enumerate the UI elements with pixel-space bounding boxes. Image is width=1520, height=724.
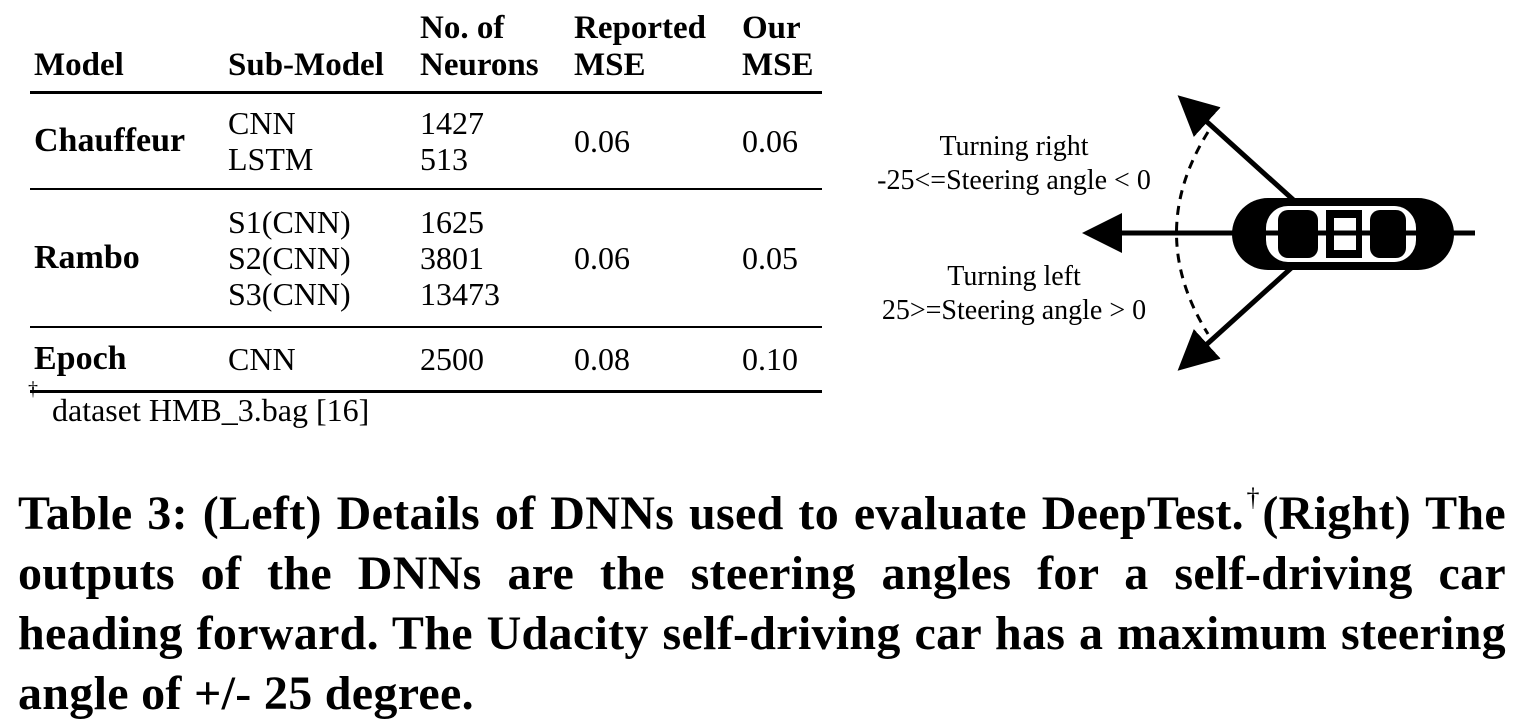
header-our-mse: Our MSE [742,10,814,83]
steering-angle-diagram: Turning right -25<=Steering angle < 0 Tu… [840,80,1500,380]
cell-neurons: 1427 513 [420,105,484,177]
cell-our-mse: 0.10 [742,341,798,377]
cell-neurons: 2500 [420,341,484,377]
table-row: Rambo S1(CNN) S2(CNN) S3(CNN) 1625 3801 1347… [30,189,822,327]
cell-reported-mse: 0.06 [574,240,630,276]
cell-reported-mse: 0.06 [574,123,630,159]
cell-model: Epoch [34,340,127,377]
header-model: Model [34,47,124,83]
header-reported-mse: Reported MSE [574,10,706,83]
cell-our-mse: 0.05 [742,240,798,276]
cell-reported-mse: 0.08 [574,341,630,377]
cell-submodel: CNN LSTM [228,105,314,177]
table-row: Epoch CNN 2500 0.08 0.10 [30,327,822,392]
cell-model: Chauffeur [34,122,186,159]
turning-left-label: Turning left 25>=Steering angle > 0 [881,261,1147,326]
table-header-row: Model Sub-Model No. of Neurons Reported MS… [30,0,822,93]
header-neurons: No. of Neurons [420,10,539,83]
table-row: Chauffeur CNN LSTM 1427 513 0.06 0.06 [30,93,822,189]
table-footnote: † dataset HMB_3.bag [16] [28,378,370,429]
car-top-view-icon [1232,198,1475,270]
cell-neurons: 1625 3801 13473 [420,204,500,312]
cell-submodel: S1(CNN) S2(CNN) S3(CNN) [228,204,351,312]
footnote-text: dataset HMB_3.bag [16] [52,392,370,428]
table-caption: Table 3: (Left) Details of DNNs used to … [18,483,1506,720]
steering-diagram-svg [1082,95,1475,371]
cell-submodel: CNN [228,341,296,377]
header-submodel: Sub-Model [228,47,384,83]
dagger-mark: † [28,378,38,401]
cell-model: Rambo [34,239,140,276]
caption-dagger-mark: † [1243,483,1263,512]
turning-right-label: Turning right -25<=Steering angle < 0 [877,131,1151,196]
cell-our-mse: 0.06 [742,123,798,159]
dnn-details-table: Model Sub-Model No. of Neurons Reported MS… [30,0,822,393]
